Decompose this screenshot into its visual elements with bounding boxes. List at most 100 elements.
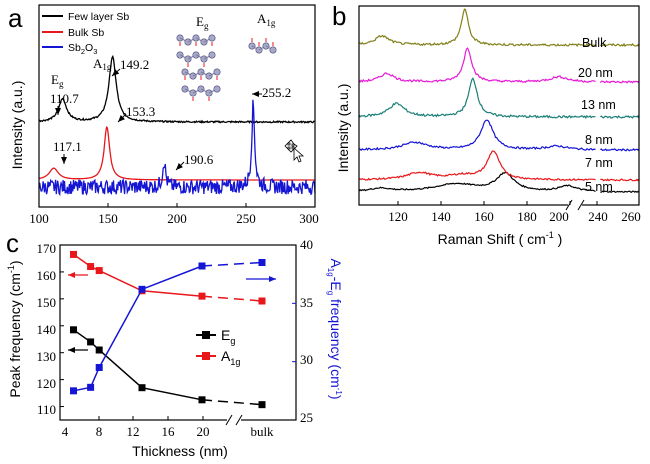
panel-b-xtick: 240	[588, 209, 608, 224]
panel-c-point	[87, 338, 95, 346]
panel-c-dashed-segment	[201, 399, 263, 406]
panel-c-ytick-right: 40	[300, 237, 313, 252]
panel-c-ytick-right: 35	[300, 295, 313, 310]
panel-c-point	[258, 259, 266, 266]
panel-c-point	[198, 292, 206, 300]
panel-c-xtick: 12	[127, 424, 140, 439]
panel-a-line-0	[38, 54, 316, 125]
legend-sb2o3: Sb2O3	[68, 42, 97, 56]
panel-b-line-3	[358, 77, 639, 119]
panel-c: c Peak frequency (cm-1) A1g-Eg frequency…	[6, 228, 344, 459]
panel-b-xtick: 260	[621, 209, 641, 224]
panel-c-point	[87, 263, 95, 271]
panel-a-xtick: 100	[29, 211, 49, 226]
panel-a-line-2	[38, 99, 316, 197]
panel-c-ytick: 170	[37, 241, 57, 256]
panel-a-annotations: Eg 110.7 A1g 149.2 153.3 117.1 190.6 255…	[50, 56, 291, 171]
panel-c-ytick: 160	[37, 268, 57, 283]
panel-a-series	[38, 54, 316, 197]
panel-c-ytick: 150	[37, 295, 57, 310]
panel-b-line-2	[358, 119, 639, 152]
panel-c-point	[198, 396, 206, 404]
axis-break-mark	[235, 414, 243, 426]
panel-c-xtick: 8	[96, 424, 103, 439]
panel-a-xtick: 250	[236, 211, 256, 226]
panel-a-ylabel: Intensity (a.u.)	[9, 81, 25, 170]
panel-c-ticks: 170 160 150 140 130 120 110 40 35 30 25 …	[37, 237, 314, 439]
panel-c-ytick: 120	[37, 376, 57, 391]
panel-c-axis-break-mask	[227, 413, 241, 427]
panel-c-point	[70, 326, 77, 334]
legend-a1g: A1g	[221, 348, 240, 367]
lattice-atom	[213, 85, 221, 93]
panel-b-series-labels: Bulk 20 nm 13 nm 8 nm 7 nm 5 nm	[578, 36, 616, 194]
panel-a-legend: Few layer Sb Bulk Sb Sb2O3	[42, 11, 129, 56]
panel-c-point	[70, 250, 77, 258]
panel-b-frame	[358, 5, 640, 206]
panel-b-xtick: 180	[517, 209, 537, 224]
inset-a1g-label: A1g	[257, 11, 276, 28]
panel-b-x-ticks: 120 140 160 180 200 240 260	[388, 201, 641, 224]
panel-c-ytick: 130	[37, 349, 57, 364]
annotation-153-3: 153.3	[126, 104, 155, 119]
annotation-190-6: 190.6	[184, 152, 214, 167]
panel-c-dashed-segment	[201, 295, 263, 302]
arrow-190-6	[175, 161, 185, 171]
axis-break-mark	[565, 199, 573, 211]
panel-a-xtick: 200	[167, 211, 187, 226]
label-bulk: Bulk	[582, 36, 607, 50]
inset-eg-lattice	[176, 34, 221, 101]
panel-b-xlabel: Raman Shift ( cm-1 )	[438, 230, 563, 247]
panel-c-point	[258, 297, 266, 305]
panel-a-xtick: 300	[299, 211, 319, 226]
panel-b: b Intensity (a.u.) 120 140 160 180 200 2…	[332, 1, 641, 247]
panel-b-xtick: 160	[474, 209, 494, 224]
legend-marker-a1g	[202, 352, 210, 360]
panel-c-xtick: 16	[162, 424, 176, 439]
panel-c-point	[95, 364, 103, 371]
annotation-110-7: 110.7	[50, 91, 79, 106]
panel-c-ytick-right: 25	[300, 410, 313, 425]
panel-c-line-A1g	[73, 253, 203, 297]
panel-b-line-4	[358, 47, 639, 84]
panel-c-ytick: 140	[37, 322, 57, 337]
annotation-eg: Eg	[51, 72, 64, 89]
move-cursor-icon	[284, 139, 305, 163]
inset-eg-label: Eg	[196, 14, 209, 31]
panel-b-letter: b	[332, 1, 346, 31]
panel-c-series	[70, 250, 266, 409]
panel-a: a Intensity (a.u.) 100 150 200 250 300 F…	[8, 3, 319, 226]
legend-marker-eg	[202, 331, 210, 339]
panel-c-frame	[59, 244, 297, 421]
panel-c-point	[138, 285, 146, 293]
panel-c-ylabel-right: A1g-Eg frequency (cm-1)	[326, 258, 344, 399]
arrow-153-3	[117, 113, 127, 123]
panel-c-point	[258, 401, 266, 409]
panel-c-ylabel: Peak frequency (cm-1)	[6, 260, 23, 397]
panel-c-xlabel: Thickness (nm)	[132, 443, 228, 459]
panel-c-ytick: 110	[37, 402, 56, 417]
lattice-atom	[213, 68, 221, 76]
panel-c-point	[95, 346, 103, 354]
panel-a-letter: a	[8, 3, 23, 33]
panel-c-point	[95, 267, 103, 275]
panel-b-line-5	[358, 8, 639, 47]
label-7nm: 7 nm	[585, 156, 613, 170]
legend-eg: Eg	[221, 327, 235, 346]
arrow-149-2	[111, 68, 121, 77]
label-20nm: 20 nm	[578, 66, 613, 80]
panel-c-xtick: bulk	[250, 424, 274, 439]
panel-a-xtick: 150	[98, 211, 118, 226]
panel-b-xtick: 120	[388, 209, 408, 224]
lattice-atom	[208, 34, 216, 42]
panel-c-point	[138, 384, 146, 392]
panel-c-legend: Eg A1g	[196, 327, 240, 367]
axis-break-mark	[225, 414, 233, 426]
panel-c-point	[70, 387, 77, 395]
panel-b-xtick: 140	[431, 209, 451, 224]
annotation-a1g: A1g	[93, 56, 112, 72]
panel-c-point	[198, 262, 206, 270]
legend-few-layer: Few layer Sb	[68, 11, 129, 23]
annotation-255-2: 255.2	[262, 85, 291, 100]
